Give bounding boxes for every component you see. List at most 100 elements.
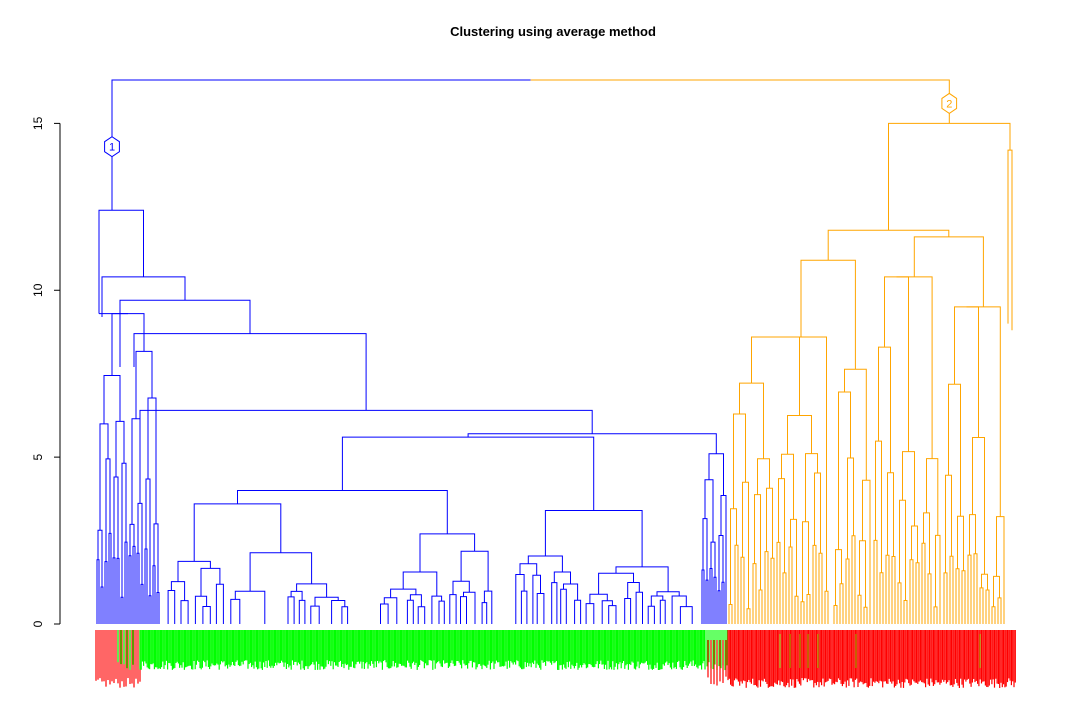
dendrogram-branch <box>778 478 785 573</box>
dendrogram-branch <box>656 591 680 596</box>
dendrogram-branch <box>460 550 489 592</box>
dendrogram-branch <box>483 590 493 624</box>
dendrogram-branch <box>331 600 346 624</box>
dendrogram-branch <box>133 333 367 411</box>
dendrogram-branch <box>152 565 156 624</box>
dendrogram-branch <box>136 552 140 624</box>
dendrogram-branch <box>406 599 414 624</box>
dendrogram-branch <box>879 572 884 624</box>
dendrogram-branch <box>909 559 914 624</box>
dendrogram-branch <box>794 595 799 624</box>
dendrogram-branch <box>838 391 851 550</box>
dendrogram-branch <box>781 453 794 520</box>
cluster-markers: 12 <box>104 92 958 158</box>
dendrogram-branch <box>921 542 926 624</box>
dendrogram-branch <box>713 576 717 624</box>
dendrogram-branch <box>679 606 693 624</box>
dendrogram-branch <box>115 420 125 477</box>
dendrogram-branch <box>128 555 132 624</box>
dendrogram-branch <box>194 595 208 624</box>
dendrogram-branch <box>805 453 818 522</box>
dendrogram-branch <box>120 596 124 624</box>
dendrogram-branch <box>431 595 443 624</box>
dendrogram-branch <box>945 474 952 573</box>
dendrogram-branch <box>560 588 567 624</box>
dendrogram-branch <box>627 582 640 599</box>
dendrogram-branch <box>140 583 144 624</box>
dendrogram-branch <box>287 596 295 624</box>
dendrogram-branch <box>635 591 643 624</box>
cluster-marker-shape <box>104 136 120 158</box>
dendrogram-branch <box>800 259 856 370</box>
dendrogram-branch <box>782 572 787 624</box>
dendrogram-branch <box>911 525 918 563</box>
dendrogram-branch <box>290 590 303 601</box>
dendrogram-branch <box>991 606 996 624</box>
dendrogram-branch <box>818 552 823 624</box>
cluster-marker-label: 1 <box>109 142 115 154</box>
dendrogram-branch <box>96 559 100 624</box>
dendrogram-branch <box>589 593 608 604</box>
cluster-marker-shape <box>941 92 958 115</box>
dendrogram-branch <box>961 570 966 624</box>
dendrogram-branch <box>585 603 595 624</box>
dendrogram-branch <box>615 566 669 592</box>
dendrogram-branch <box>515 574 525 624</box>
dendrogram-branch <box>926 458 939 536</box>
dendrogram-branch <box>751 336 800 416</box>
dendrogram-branch <box>740 556 745 624</box>
dendrogram-branch <box>862 479 871 624</box>
dendrogram-branch <box>341 606 349 624</box>
dendrogram-branch <box>955 568 960 624</box>
dendrogram-branch <box>310 605 320 624</box>
dendrogram-branch <box>954 306 979 438</box>
root-branch-left <box>111 79 531 211</box>
dendrogram-branch <box>449 594 457 624</box>
dendrogram-branch <box>113 476 119 559</box>
dendrogram-branch <box>997 597 1002 624</box>
y-tick-label: 15 <box>31 116 45 130</box>
dendrogram-branch <box>314 596 339 607</box>
dendrogram-branch <box>124 541 128 624</box>
dendrogram-branch <box>624 598 632 624</box>
dendrogram-branch <box>99 423 109 531</box>
dendrogram-branch <box>949 555 954 624</box>
dendrogram-branch <box>814 472 821 554</box>
dendrogram-branch <box>739 382 764 459</box>
dendrogram-branch <box>701 569 705 624</box>
dendrogram-branch <box>884 276 909 452</box>
dendrogram-branch <box>536 593 545 624</box>
dendrogram-branch <box>730 508 737 605</box>
dendrogram-branch <box>993 575 1000 607</box>
dendrogram-branch <box>746 608 751 624</box>
dendrogram-branch <box>147 397 157 524</box>
dendrogram-branch <box>135 350 153 419</box>
dendrogram-branch <box>249 552 313 592</box>
dendrogram-branch <box>671 595 687 624</box>
dendrogram-branch <box>438 600 445 624</box>
dendrogram-branch <box>215 583 224 624</box>
dendrogram-branch <box>790 518 797 597</box>
dendrogram-branch <box>888 122 1011 231</box>
dendrogram-branch <box>857 594 862 624</box>
dendrogram-branch <box>481 602 488 624</box>
dendrogram-branch <box>101 276 186 317</box>
dendrogram-branch <box>180 600 189 624</box>
dendrogram-branch <box>237 490 448 534</box>
dendrogram-branch <box>943 572 948 624</box>
dendrogram-branch <box>802 521 809 602</box>
dendrogram-branch <box>298 599 306 624</box>
dendrogram-branch <box>709 568 713 624</box>
dendrogram-branch <box>973 553 978 624</box>
dendrogram-branch <box>851 535 856 624</box>
dendrogram-branch <box>380 603 389 624</box>
dendrogram-branch <box>544 510 643 567</box>
dendrogram-branch <box>985 589 990 624</box>
dendrogram-branch <box>758 589 763 624</box>
dendrogram-branch <box>708 453 724 496</box>
dendrogram-branch <box>878 346 891 473</box>
dendrogram-branch <box>519 563 538 576</box>
dendrogram-branch <box>721 581 725 624</box>
dendrogram-branch <box>770 557 775 624</box>
dendrogram-branch <box>899 499 906 601</box>
